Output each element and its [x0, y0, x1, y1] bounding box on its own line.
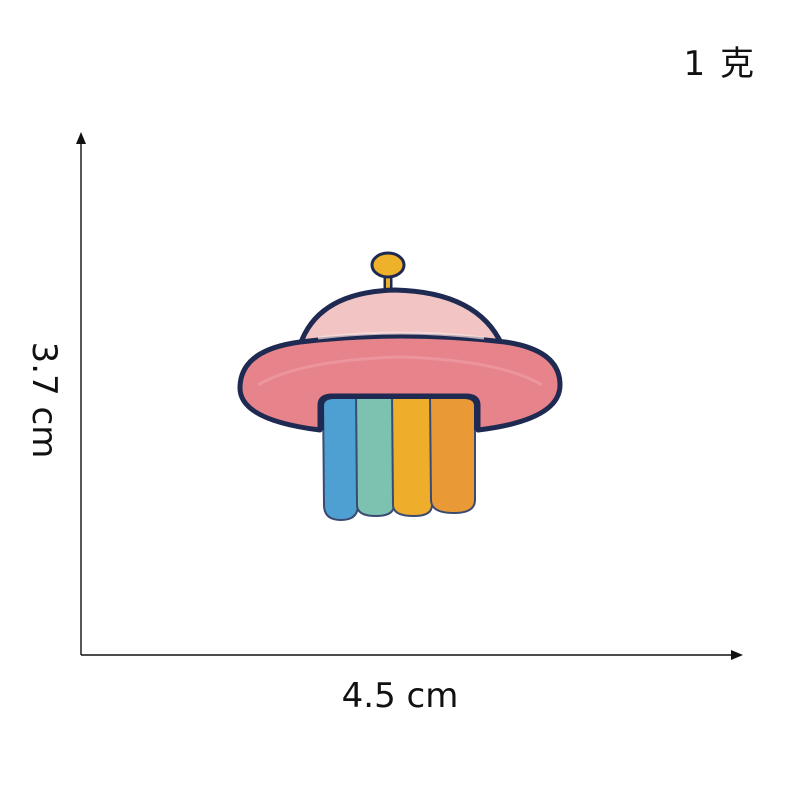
- beam-blue: [321, 394, 359, 522]
- weight-label: 1 克: [683, 44, 756, 84]
- width-dimension-label: 4.5 cm: [341, 676, 459, 716]
- width-axis-arrow: [731, 650, 743, 660]
- antenna-ball: [370, 251, 406, 279]
- rainbow-beam: [321, 391, 476, 522]
- beam-teal: [354, 391, 395, 518]
- beam-orange: [428, 394, 476, 515]
- ufo-dome: [297, 287, 505, 348]
- saucer-rim: [320, 395, 478, 430]
- ufo-patch-icon: [237, 251, 563, 522]
- height-axis-arrow: [76, 132, 86, 144]
- beam-yellow: [390, 391, 433, 518]
